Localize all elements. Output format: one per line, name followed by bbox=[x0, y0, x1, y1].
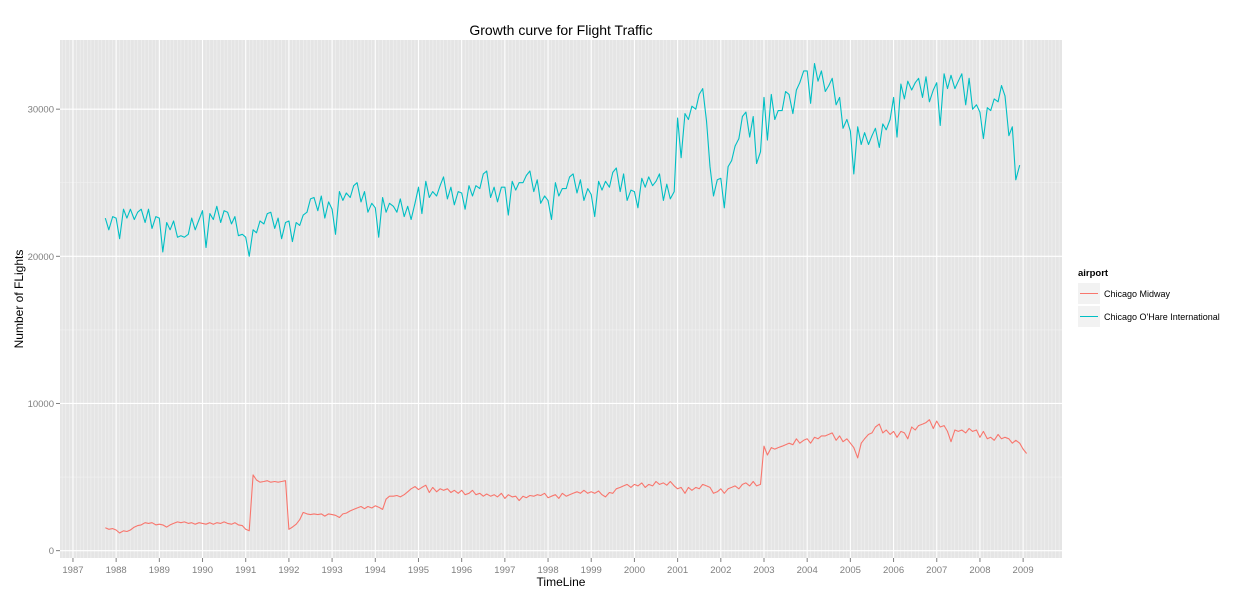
y-tick-label: 10000 bbox=[28, 399, 54, 410]
x-tick-label: 1995 bbox=[408, 565, 429, 576]
y-axis-title: Number of FLights bbox=[12, 250, 26, 349]
x-tick-label: 2001 bbox=[667, 565, 688, 576]
series-line-chicago-midway bbox=[105, 419, 1028, 534]
x-tick-label: 2008 bbox=[969, 565, 990, 576]
x-tick-label: 1988 bbox=[106, 565, 127, 576]
minor-gridlines-y bbox=[60, 182, 1062, 478]
x-tick-label: 2007 bbox=[926, 565, 947, 576]
x-tick-label: 1999 bbox=[581, 565, 602, 576]
legend-items: Chicago Midway Chicago O'Hare Internation… bbox=[1078, 283, 1220, 327]
x-tick-label: 2009 bbox=[1013, 565, 1034, 576]
x-tick-label: 1990 bbox=[192, 565, 213, 576]
x-tick-label: 1998 bbox=[537, 565, 558, 576]
series-layer bbox=[104, 62, 1028, 534]
x-tick-label: 2006 bbox=[883, 565, 904, 576]
x-tick-label: 2004 bbox=[797, 565, 818, 576]
x-tick-label: 1989 bbox=[149, 565, 170, 576]
x-tick-label: 2002 bbox=[710, 565, 731, 576]
x-axis-title: TimeLine bbox=[537, 575, 586, 589]
x-tick-label: 1994 bbox=[365, 565, 386, 576]
x-tick-label: 1996 bbox=[451, 565, 472, 576]
x-axis: 1987 1988 1989 1990 1991 1992 1993 1994 1995 1996… bbox=[62, 558, 1034, 576]
major-gridlines-x bbox=[72, 40, 1024, 558]
y-axis: 0 10000 20000 30000 bbox=[28, 105, 60, 557]
y-tick-label: 0 bbox=[49, 546, 54, 557]
x-tick-label: 2005 bbox=[840, 565, 861, 576]
legend-item: Chicago O'Hare International bbox=[1078, 306, 1220, 327]
y-tick-label: 20000 bbox=[28, 252, 54, 263]
series-line-chicago-ohare bbox=[104, 62, 1021, 257]
x-tick-label: 2003 bbox=[753, 565, 774, 576]
y-tick-label: 30000 bbox=[28, 105, 54, 116]
legend-label: Chicago O'Hare International bbox=[1104, 312, 1220, 322]
legend-title: airport bbox=[1078, 268, 1109, 279]
plot-panel bbox=[60, 40, 1062, 558]
minor-gridlines-x bbox=[61, 40, 1060, 558]
chart-title: Growth curve for Flight Traffic bbox=[469, 22, 652, 38]
legend: airport Chicago Midway Chicago O'Hare Int… bbox=[1078, 268, 1220, 327]
x-tick-label: 1992 bbox=[278, 565, 299, 576]
x-tick-label: 1991 bbox=[235, 565, 256, 576]
legend-label: Chicago Midway bbox=[1104, 289, 1171, 299]
x-tick-label: 1997 bbox=[494, 565, 515, 576]
x-tick-label: 1993 bbox=[322, 565, 343, 576]
x-tick-label: 2000 bbox=[624, 565, 645, 576]
legend-item: Chicago Midway bbox=[1078, 283, 1171, 304]
x-tick-label: 1987 bbox=[62, 565, 83, 576]
